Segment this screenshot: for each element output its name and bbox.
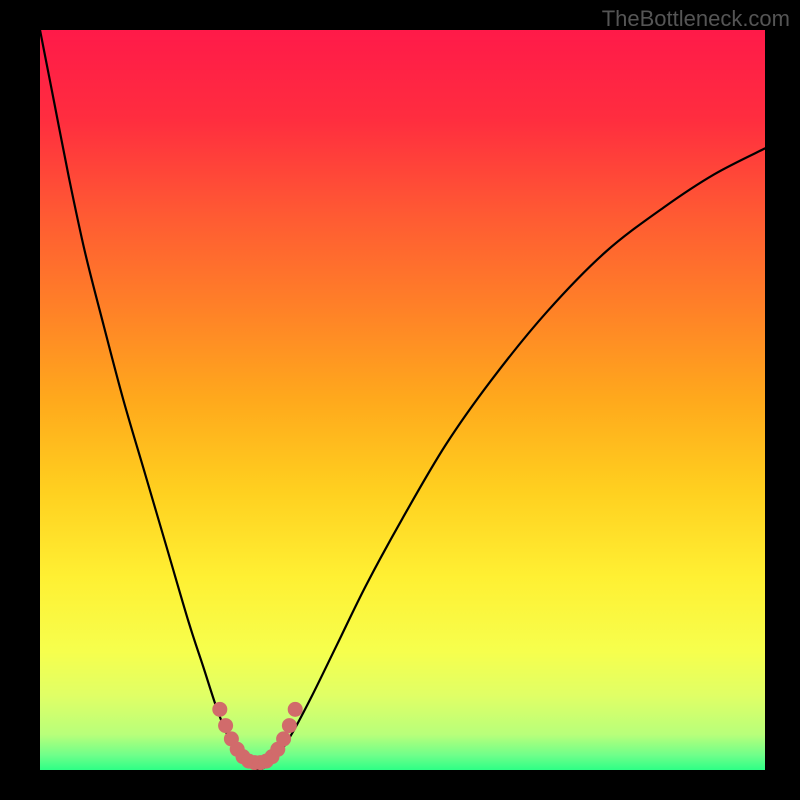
marker-dot [288, 702, 303, 717]
curve-svg [40, 30, 765, 770]
marker-dot [282, 718, 297, 733]
marker-dot [276, 731, 291, 746]
marker-dot [212, 702, 227, 717]
v-curve-path [40, 30, 765, 770]
marker-dot [218, 718, 233, 733]
chart-container: TheBottleneck.com [0, 0, 800, 800]
plot-area [40, 30, 765, 770]
watermark-text: TheBottleneck.com [602, 6, 790, 32]
